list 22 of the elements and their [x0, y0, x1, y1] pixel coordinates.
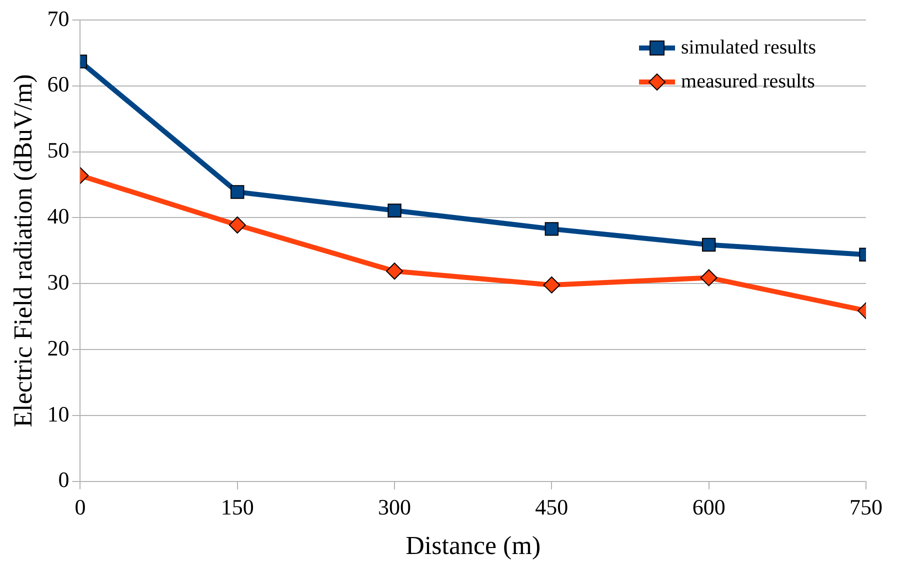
legend-label: measured results: [681, 70, 816, 92]
x-axis-title: Distance (m): [406, 531, 541, 560]
x-tick-label: 150: [220, 494, 254, 520]
y-tick-label: 30: [47, 269, 70, 294]
x-tick-label: 600: [692, 494, 726, 520]
y-tick-label: 0: [58, 467, 70, 492]
point: [386, 262, 404, 280]
y-tick-label: 60: [47, 72, 70, 97]
point: [543, 276, 560, 294]
point: [388, 204, 402, 218]
y-axis-title: Electric Field radiation (dBuV/m): [8, 74, 38, 428]
y-tick-label: 40: [47, 204, 70, 229]
x-tick-label: 450: [535, 494, 568, 520]
y-tick-label: 10: [47, 401, 70, 426]
x-tick-label: 750: [850, 494, 882, 520]
legend-label: simulated results: [681, 36, 816, 58]
x-tick-label: 300: [378, 494, 412, 520]
point: [544, 222, 559, 236]
y-tick-label: 70: [47, 6, 70, 31]
y-tick-label: 20: [47, 335, 70, 360]
y-tick-label: 50: [47, 138, 70, 163]
x-tick-label: 0: [74, 494, 86, 520]
